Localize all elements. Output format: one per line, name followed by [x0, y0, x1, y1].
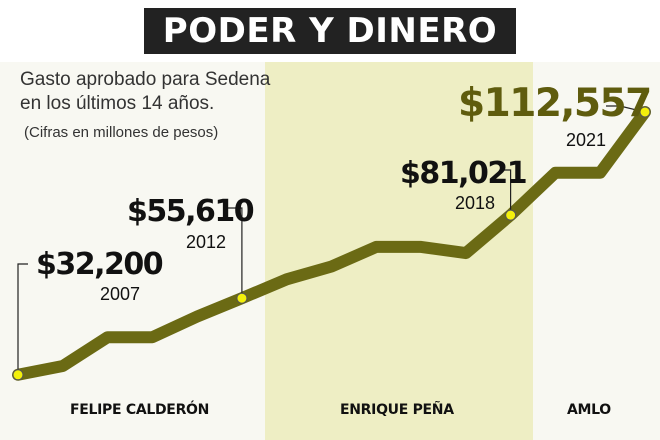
- year-label-2012: 2012: [186, 232, 227, 252]
- subtitle-line-2: en los últimos 14 años.: [20, 93, 215, 114]
- data-point-2012: [236, 292, 248, 304]
- title-background: [144, 8, 516, 54]
- subtitle-line-1: Gasto aprobado para Sedena: [20, 69, 271, 90]
- leader-line-2007: [17, 263, 28, 375]
- data-point-2021: [639, 106, 651, 118]
- period-label-pena: ENRIQUE PEÑA: [340, 402, 454, 418]
- chart-area: [0, 62, 660, 440]
- data-point-2018: [505, 209, 517, 221]
- data-point-2007: [12, 369, 24, 381]
- year-label-2018: 2018: [455, 193, 496, 213]
- value-label-2012: $55,610: [127, 194, 255, 229]
- value-label-2018: $81,021: [400, 156, 528, 191]
- chart-title: PODER Y DINERO: [162, 11, 498, 51]
- leader-line-2012: [228, 207, 243, 299]
- year-label-2007: 2007: [100, 284, 141, 304]
- period-label-amlo: AMLO: [567, 402, 611, 418]
- leader-line-2021: [606, 105, 646, 113]
- period-label-calderon: FELIPE CALDERÓN: [70, 402, 210, 418]
- year-label-2021: 2021: [566, 130, 607, 150]
- units-note: (Cifras en millones de pesos): [24, 124, 219, 141]
- leader-line-2018: [500, 169, 512, 216]
- chart-svg: [12, 62, 651, 440]
- value-label-2021: $112,557: [458, 81, 652, 126]
- series-line: [12, 106, 651, 381]
- value-label-2007: $32,200: [36, 247, 164, 282]
